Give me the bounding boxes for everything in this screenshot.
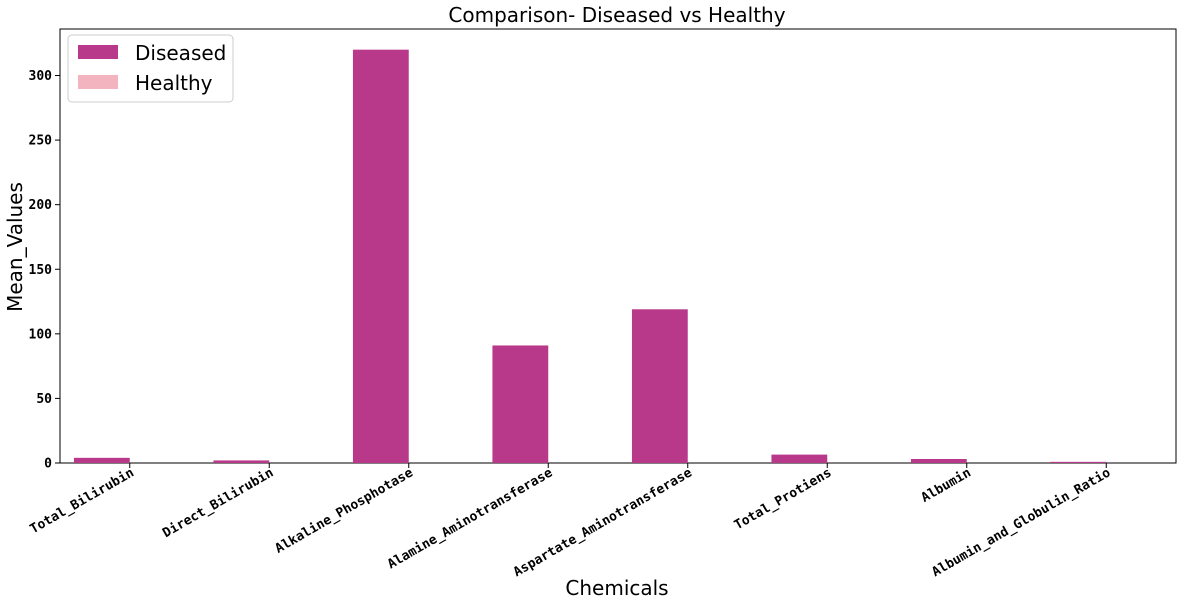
- bar-diseased-albumin: [910, 459, 967, 463]
- legend: Diseased Healthy: [67, 34, 234, 103]
- bars-group: [73, 49, 1107, 464]
- bar-diseased-total-bilirubin: [73, 457, 130, 463]
- y-axis-ticks: 0 50 100 150 200 250 300: [29, 69, 60, 472]
- y-tick-label: 300: [29, 69, 53, 84]
- bar-diseased-alkaline-phosphotase: [352, 49, 409, 464]
- y-tick-label: 0: [44, 457, 52, 472]
- bar-diseased-total-protiens: [771, 454, 828, 463]
- y-axis-label: Mean_Values: [3, 182, 27, 312]
- bar-diseased-albumin-and-globulin-ratio: [1050, 461, 1107, 463]
- plot-area: 0 50 100 150 200 250 300 Total_Bilirubin Direct…: [28, 28, 1177, 580]
- x-tick-label-alkaline-phosphotase: Alkaline_Phosphotase: [273, 465, 416, 556]
- x-axis-ticks: Total_Bilirubin Direct_BilirubinAlkaline_…: [28, 463, 1113, 580]
- legend-swatch-healthy: [78, 75, 118, 89]
- x-tick-label-direct-bilirubin: Direct_Bilirubin: [160, 465, 276, 541]
- y-tick-label: 200: [29, 198, 53, 213]
- y-tick-label: 250: [29, 134, 53, 149]
- x-tick-label-total-bilirubin: Total_Bilirubin: [28, 465, 137, 537]
- legend-label-diseased: Diseased: [135, 41, 226, 65]
- chart-title: Comparison- Diseased vs Healthy: [448, 3, 785, 27]
- legend-swatch-diseased: [78, 45, 118, 59]
- x-axis-label: Chemicals: [565, 576, 668, 600]
- y-tick-label: 150: [29, 263, 53, 278]
- x-tick-label-albumin: Albumin: [919, 465, 974, 505]
- bar-diseased-aspartate-aminotransferase: [631, 309, 688, 463]
- x-tick-label-total-protiens: Total_Protiens: [732, 465, 834, 533]
- plot-frame: [59, 28, 1177, 464]
- y-tick-label: 50: [36, 392, 52, 407]
- legend-label-healthy: Healthy: [135, 71, 213, 95]
- bar-diseased-alamine-aminotransferase: [492, 345, 549, 463]
- bar-diseased-direct-bilirubin: [213, 460, 270, 463]
- y-tick-label: 100: [29, 327, 53, 342]
